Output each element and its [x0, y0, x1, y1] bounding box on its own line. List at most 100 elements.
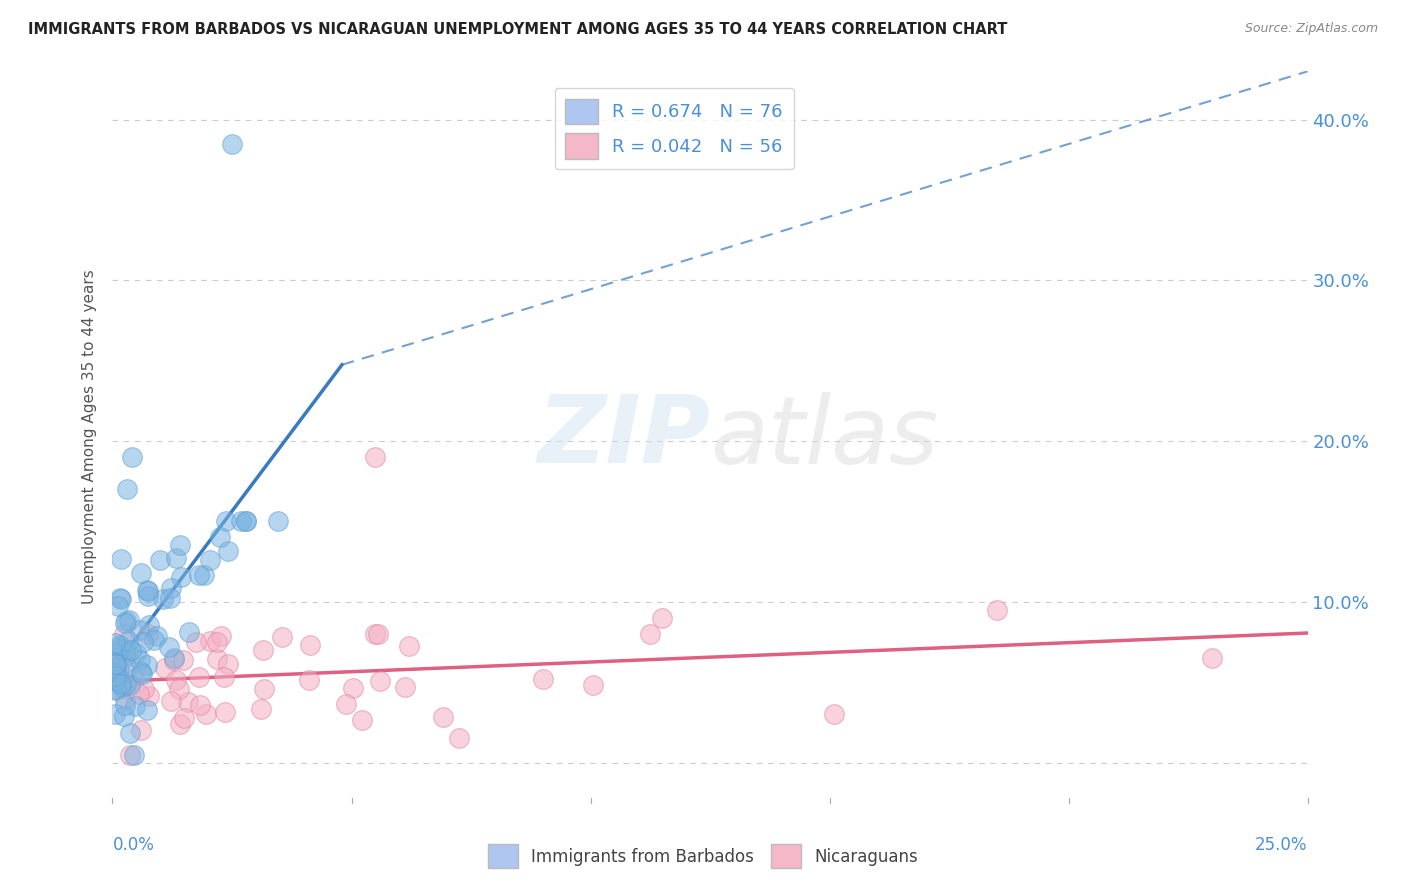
Point [335, 698, 357, 712]
Point [179, 624, 201, 639]
Point [110, 551, 132, 566]
Point [143, 633, 166, 648]
Point [132, 681, 155, 696]
Point [188, 698, 211, 713]
Text: ZIP: ZIP [537, 391, 710, 483]
Point [152, 591, 174, 606]
Point [108, 640, 131, 654]
Point [207, 634, 229, 648]
Point [108, 664, 131, 678]
Point [172, 652, 194, 666]
Point [112, 627, 135, 641]
Point [124, 698, 146, 713]
Point [165, 673, 187, 688]
Point [1201, 651, 1223, 665]
Point [115, 661, 138, 675]
Point [200, 633, 222, 648]
Point [177, 695, 200, 709]
Point [217, 544, 239, 558]
Point [193, 567, 215, 582]
Point [114, 698, 136, 713]
Point [136, 582, 159, 597]
Point [104, 660, 127, 674]
Point [107, 669, 129, 683]
Point [364, 450, 387, 465]
Point [110, 638, 132, 652]
Point [118, 726, 141, 740]
Point [159, 694, 181, 708]
Point [157, 640, 180, 654]
Point [250, 702, 273, 716]
Point [352, 713, 374, 727]
Point [110, 680, 132, 694]
Point [110, 677, 132, 691]
Text: 25.0%: 25.0% [1256, 836, 1308, 854]
Point [169, 539, 191, 553]
Point [115, 483, 138, 497]
Point [167, 681, 190, 696]
Point [128, 623, 150, 637]
Point [173, 711, 195, 725]
Point [120, 678, 142, 692]
Point [114, 682, 136, 697]
Point [108, 641, 131, 656]
Point [235, 515, 257, 529]
Point [162, 653, 184, 667]
Point [159, 591, 181, 605]
Text: 0.0%: 0.0% [112, 836, 155, 854]
Point [638, 627, 661, 641]
Point [107, 599, 129, 613]
Point [104, 706, 127, 721]
Point [342, 681, 364, 695]
Point [208, 530, 231, 544]
Point [370, 674, 392, 689]
Point [107, 646, 129, 660]
Point [364, 627, 387, 641]
Point [165, 550, 187, 565]
Point [214, 670, 236, 684]
Point [217, 657, 239, 672]
Point [132, 635, 155, 649]
Legend: Immigrants from Barbados, Nicaraguans: Immigrants from Barbados, Nicaraguans [481, 838, 925, 875]
Text: Source: ZipAtlas.com: Source: ZipAtlas.com [1244, 22, 1378, 36]
Point [129, 653, 152, 667]
Text: atlas: atlas [710, 392, 938, 483]
Point [531, 672, 554, 686]
Point [114, 614, 136, 628]
Point [104, 681, 127, 696]
Point [117, 633, 139, 648]
Point [231, 515, 253, 529]
Point [398, 639, 420, 653]
Point [145, 629, 167, 643]
Point [110, 591, 132, 605]
Point [136, 584, 159, 599]
Point [104, 669, 127, 683]
Point [114, 616, 136, 631]
Legend: R = 0.674   N = 76, R = 0.042   N = 56: R = 0.674 N = 76, R = 0.042 N = 56 [554, 87, 794, 169]
Point [104, 664, 127, 678]
Point [114, 692, 136, 706]
Point [118, 747, 141, 762]
Point [110, 592, 132, 607]
Point [163, 650, 186, 665]
Point [271, 630, 294, 644]
Point [207, 652, 229, 666]
Point [135, 657, 157, 672]
Point [432, 710, 454, 724]
Point [129, 566, 152, 580]
Point [136, 703, 159, 717]
Point [122, 747, 145, 762]
Point [114, 644, 136, 658]
Point [447, 731, 470, 745]
Point [121, 450, 143, 465]
Point [267, 515, 290, 529]
Point [169, 717, 191, 731]
Point [111, 654, 134, 668]
Point [651, 611, 673, 625]
Point [136, 590, 159, 604]
Point [823, 706, 845, 721]
Point [115, 649, 138, 664]
Point [104, 636, 127, 650]
Point [194, 706, 217, 721]
Point [108, 672, 131, 686]
